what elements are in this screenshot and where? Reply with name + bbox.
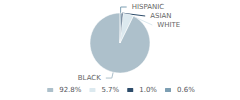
svg-text:HISPANIC: HISPANIC bbox=[132, 3, 165, 11]
svg-text:92.8%: 92.8% bbox=[59, 86, 82, 94]
svg-text:BLACK: BLACK bbox=[78, 74, 101, 82]
svg-text:0.6%: 0.6% bbox=[177, 86, 195, 94]
svg-text:WHITE: WHITE bbox=[157, 21, 180, 29]
svg-text:5.7%: 5.7% bbox=[101, 86, 119, 94]
svg-text:1.0%: 1.0% bbox=[139, 86, 157, 94]
svg-text:ASIAN: ASIAN bbox=[150, 12, 171, 20]
